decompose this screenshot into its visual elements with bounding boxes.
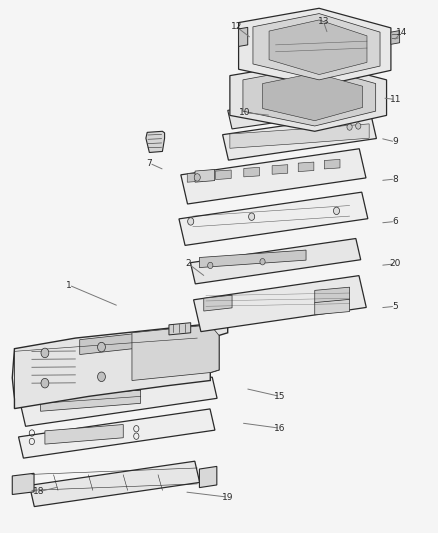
Polygon shape [12, 324, 228, 409]
Polygon shape [181, 149, 366, 204]
Text: 13: 13 [318, 17, 329, 26]
Polygon shape [204, 295, 232, 311]
Circle shape [333, 207, 339, 215]
Text: 19: 19 [222, 492, 233, 502]
Circle shape [194, 174, 200, 181]
Text: 20: 20 [389, 260, 401, 268]
Circle shape [249, 213, 254, 220]
Circle shape [98, 342, 106, 352]
Text: 12: 12 [231, 22, 242, 31]
Text: 2: 2 [186, 260, 191, 268]
Polygon shape [12, 473, 34, 495]
Polygon shape [239, 9, 391, 86]
Polygon shape [230, 124, 369, 148]
Text: 10: 10 [239, 108, 251, 117]
Polygon shape [324, 159, 340, 169]
Circle shape [260, 259, 265, 265]
Polygon shape [132, 325, 219, 381]
Polygon shape [29, 461, 200, 506]
Circle shape [98, 372, 106, 382]
Text: 18: 18 [33, 487, 44, 496]
Polygon shape [215, 170, 231, 180]
Polygon shape [230, 61, 387, 131]
Polygon shape [80, 330, 167, 354]
Polygon shape [191, 238, 361, 284]
Circle shape [41, 378, 49, 388]
Polygon shape [21, 377, 217, 426]
Polygon shape [243, 67, 376, 126]
Polygon shape [315, 300, 350, 315]
Polygon shape [45, 424, 123, 444]
Text: 7: 7 [146, 159, 152, 167]
Polygon shape [239, 27, 248, 46]
Text: 1: 1 [66, 280, 72, 289]
Text: 14: 14 [396, 28, 407, 37]
Polygon shape [41, 390, 141, 411]
Polygon shape [269, 20, 367, 75]
Polygon shape [194, 276, 366, 332]
Polygon shape [315, 287, 350, 303]
Polygon shape [199, 250, 306, 268]
Text: 6: 6 [392, 217, 398, 226]
Polygon shape [391, 30, 399, 44]
Text: 8: 8 [392, 174, 398, 183]
Circle shape [347, 124, 352, 130]
Text: 11: 11 [389, 95, 401, 104]
Polygon shape [18, 409, 215, 458]
Polygon shape [244, 167, 259, 177]
Polygon shape [187, 173, 203, 182]
Circle shape [208, 262, 213, 269]
Polygon shape [253, 13, 380, 80]
Polygon shape [195, 169, 215, 182]
Polygon shape [179, 192, 368, 245]
Text: 9: 9 [392, 138, 398, 147]
Polygon shape [228, 91, 363, 129]
Polygon shape [169, 322, 191, 335]
Polygon shape [146, 131, 165, 152]
Text: 16: 16 [274, 424, 286, 433]
Text: 5: 5 [392, 302, 398, 311]
Polygon shape [223, 113, 376, 160]
Text: 15: 15 [274, 392, 286, 401]
Polygon shape [199, 466, 217, 488]
Polygon shape [262, 73, 363, 120]
Circle shape [356, 123, 361, 129]
Polygon shape [272, 165, 288, 174]
Circle shape [187, 217, 194, 225]
Circle shape [41, 348, 49, 358]
Polygon shape [298, 162, 314, 172]
